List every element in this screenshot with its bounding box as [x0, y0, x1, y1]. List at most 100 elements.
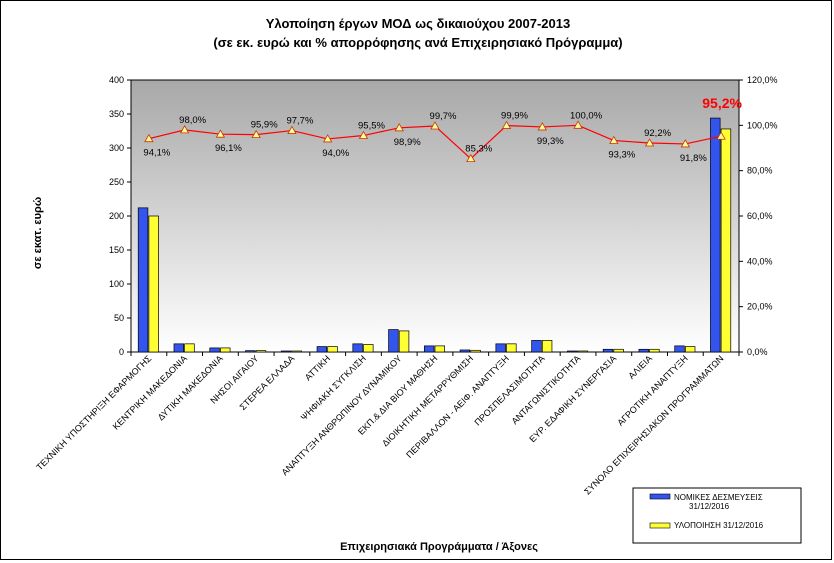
y2-tick-label: 80,0% — [747, 166, 773, 176]
bar-implementation — [470, 349, 481, 353]
bar-implementation — [720, 128, 732, 353]
bar-commitments — [567, 350, 578, 353]
bar-commitments — [137, 207, 149, 353]
bar-implementation — [327, 346, 338, 353]
absorption-data-label: 99,7% — [430, 111, 457, 122]
bar-implementation — [398, 330, 410, 353]
y-axis-label: σε εκατ. ευρώ — [32, 197, 44, 269]
y-tick-label: 300 — [109, 143, 124, 153]
absorption-marker — [287, 125, 297, 134]
absorption-data-label: 99,3% — [537, 136, 564, 147]
bar-implementation — [291, 350, 302, 353]
bar-implementation — [506, 343, 517, 353]
absorption-data-label: 85,3% — [465, 144, 492, 155]
y2-tick-label: 100,0% — [747, 120, 778, 130]
plot-area: 0 50 100 150 200 250 300 350 400 0,0% 20,0% 40,0% 60… — [34, 75, 777, 497]
bar-commitments — [352, 343, 363, 353]
bar-implementation — [148, 215, 159, 353]
bar-commitments — [531, 340, 542, 353]
absorption-data-label: 99,9% — [501, 111, 528, 122]
x-category-label: ΑΛΙΕΙΑ — [626, 353, 654, 381]
y-tick-label: 250 — [109, 177, 124, 187]
y2-tick-label: 120,0% — [747, 75, 778, 85]
x-category-label: ΨΗΦΙΑΚΗ ΣΥΓΚΛΙΣΗ — [299, 353, 368, 422]
bar-commitments — [638, 348, 649, 353]
y-tick-label: 150 — [109, 245, 124, 255]
bar-commitments — [388, 329, 399, 353]
legend-swatch-commitments — [649, 493, 671, 500]
absorption-data-label: 95,2% — [702, 95, 742, 111]
absorption-marker — [609, 135, 619, 144]
y-tick-label: 350 — [109, 109, 124, 119]
bar-implementation — [434, 345, 446, 353]
x-category-label: ΠΡΟΣΠΕΛΑΣΙΜΟΤΗΤΑ — [472, 353, 546, 427]
legend-label-line: 31/12/2016 — [689, 502, 730, 511]
bar-commitments — [209, 347, 220, 353]
absorption-data-label: 93,3% — [608, 150, 635, 161]
bar-commitments — [280, 350, 292, 353]
absorption-marker — [358, 130, 369, 139]
bar-commitments — [245, 350, 256, 353]
absorption-marker — [323, 134, 333, 143]
y-tick-label: 50 — [114, 313, 124, 323]
absorption-data-label: 94,0% — [322, 148, 349, 159]
absorption-marker — [466, 153, 476, 163]
absorption-marker — [251, 129, 261, 139]
legend-swatch-implementation — [649, 522, 671, 529]
legend-label-implementation: ΥΛΟΠΟΙΗΣΗ 31/12/2016 — [674, 521, 764, 530]
x-axis-label: Επιχειρησιακά Προγράμματα / Άξονες — [340, 541, 538, 553]
x-category-label: ΔΥΤΙΚΗ ΜΑΚΕΔΟΝΙΑ — [156, 353, 225, 422]
absorption-marker — [644, 138, 655, 147]
absorption-marker — [680, 139, 691, 148]
y2-tick-label: 40,0% — [747, 256, 773, 266]
bar-implementation — [685, 346, 696, 353]
bar-commitments — [602, 348, 614, 353]
x-category-label: ΑΝΤΑΓΩΝΙΣΤΙΚΟΤΗΤΑ — [510, 353, 583, 426]
legend-label-line: ΝΟΜΙΚΕΣ ΔΕΣΜΕΥΣΕΙΣ — [674, 493, 763, 502]
absorption-marker — [537, 122, 547, 131]
y2-tick-label: 60,0% — [747, 211, 773, 221]
bar-commitments — [459, 349, 471, 353]
absorption-marker — [144, 133, 154, 143]
chart-title: Υλοποίηση έργων ΜΟΔ ως δικαιούχου 2007-2… — [266, 16, 570, 31]
bar-implementation — [541, 340, 553, 353]
x-category-label: ΑΤΤΙΚΗ — [303, 353, 332, 382]
bar-implementation — [184, 343, 195, 353]
bar-implementation — [255, 350, 267, 353]
y-tick-label: 0 — [119, 347, 124, 357]
absorption-marker — [215, 129, 226, 138]
y-tick-label: 100 — [109, 279, 124, 289]
legend-label-commitments: ΝΟΜΙΚΕΣ ΔΕΣΜΕΥΣΕΙΣ 31/12/2016 — [674, 493, 763, 511]
absorption-data-label: 100,0% — [570, 110, 603, 121]
absorption-marker — [430, 121, 440, 130]
bar-commitments — [173, 343, 184, 353]
absorption-marker — [501, 120, 512, 129]
bar-commitments — [674, 345, 685, 353]
absorption-data-label: 95,5% — [358, 121, 385, 132]
y2-tick-label: 0,0% — [747, 347, 768, 357]
bar-implementation — [363, 344, 374, 353]
absorption-marker — [394, 123, 404, 132]
bar-commitments — [423, 345, 435, 353]
bar-implementation — [613, 348, 624, 353]
absorption-data-label: 98,9% — [394, 137, 421, 148]
absorption-marker — [573, 120, 583, 129]
absorption-data-label: 91,8% — [680, 153, 707, 164]
bar-implementation — [577, 350, 589, 353]
absorption-data-label: 95,9% — [251, 120, 278, 131]
absorption-data-label: 97,7% — [286, 116, 313, 127]
absorption-marker — [179, 125, 190, 134]
legend: ΝΟΜΙΚΕΣ ΔΕΣΜΕΥΣΕΙΣ 31/12/2016 ΥΛΟΠΟΙΗΣΗ 31… — [632, 487, 802, 544]
absorption-data-label: 96,1% — [215, 143, 242, 154]
bar-implementation — [649, 348, 660, 353]
y2-tick-label: 20,0% — [747, 302, 773, 312]
absorption-data-label: 98,0% — [179, 115, 206, 126]
bar-commitments — [495, 343, 506, 353]
bar-commitments — [316, 346, 328, 353]
bar-implementation — [220, 347, 231, 353]
y-tick-label: 200 — [109, 211, 124, 221]
bar-commitments — [710, 117, 721, 353]
absorption-data-label: 92,2% — [644, 128, 671, 139]
